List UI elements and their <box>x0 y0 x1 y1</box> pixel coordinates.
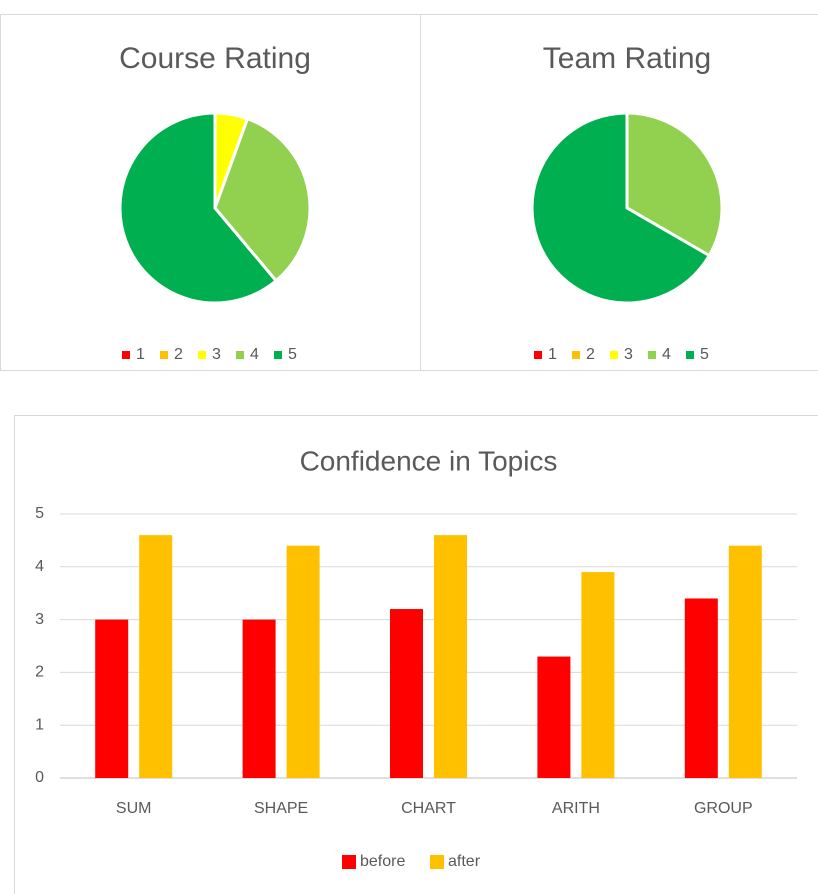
panel <box>420 14 818 371</box>
legend-label: 3 <box>624 346 633 363</box>
legend-label: before <box>360 853 405 870</box>
x-tick-label: SHAPE <box>254 800 308 817</box>
bar <box>286 545 320 778</box>
legend-label: after <box>448 853 481 870</box>
legend-label: 4 <box>662 346 671 363</box>
bar <box>95 619 129 778</box>
legend-swatch <box>572 351 580 359</box>
chart-title: Course Rating <box>119 42 311 75</box>
y-tick-label: 4 <box>35 558 44 575</box>
legend-swatch <box>534 351 542 359</box>
bar <box>434 535 467 778</box>
bar <box>537 656 571 778</box>
y-tick-label: 2 <box>35 664 44 681</box>
legend-label: 5 <box>288 346 297 363</box>
pie-slice <box>213 117 312 283</box>
y-tick-label: 0 <box>35 769 44 786</box>
legend-swatch <box>430 855 444 869</box>
y-tick-label: 3 <box>35 611 44 628</box>
chart-title: Confidence in Topics <box>300 445 558 476</box>
bar <box>139 535 173 778</box>
bar <box>684 598 718 778</box>
legend-label: 2 <box>174 346 183 363</box>
legend-label: 5 <box>700 346 709 363</box>
x-tick-label: ARITH <box>552 800 600 817</box>
legend-label: 4 <box>250 346 259 363</box>
legend-swatch <box>274 351 282 359</box>
legend-swatch <box>648 351 656 359</box>
legend-swatch <box>236 351 244 359</box>
legend-label: 3 <box>212 346 221 363</box>
panel <box>14 415 818 894</box>
bar <box>581 572 615 778</box>
x-tick-label: CHART <box>401 800 456 817</box>
legend-swatch <box>342 855 356 869</box>
bar <box>728 545 762 778</box>
legend-label: 1 <box>548 346 557 363</box>
bar <box>242 619 276 778</box>
y-tick-label: 5 <box>35 505 44 522</box>
legend-swatch <box>610 351 618 359</box>
pie-slice <box>118 111 278 305</box>
bar <box>390 609 423 778</box>
y-tick-label: 1 <box>35 716 44 733</box>
legend-swatch <box>686 351 694 359</box>
pie-slice <box>530 111 711 305</box>
legend-swatch <box>198 351 206 359</box>
legend-label: 2 <box>586 346 595 363</box>
legend-swatch <box>122 351 130 359</box>
pie-slice <box>625 111 724 257</box>
x-tick-label: GROUP <box>694 800 753 817</box>
legend-swatch <box>160 351 168 359</box>
x-tick-label: SUM <box>116 800 152 817</box>
legend-label: 1 <box>136 346 145 363</box>
chart-title: Team Rating <box>543 42 711 75</box>
